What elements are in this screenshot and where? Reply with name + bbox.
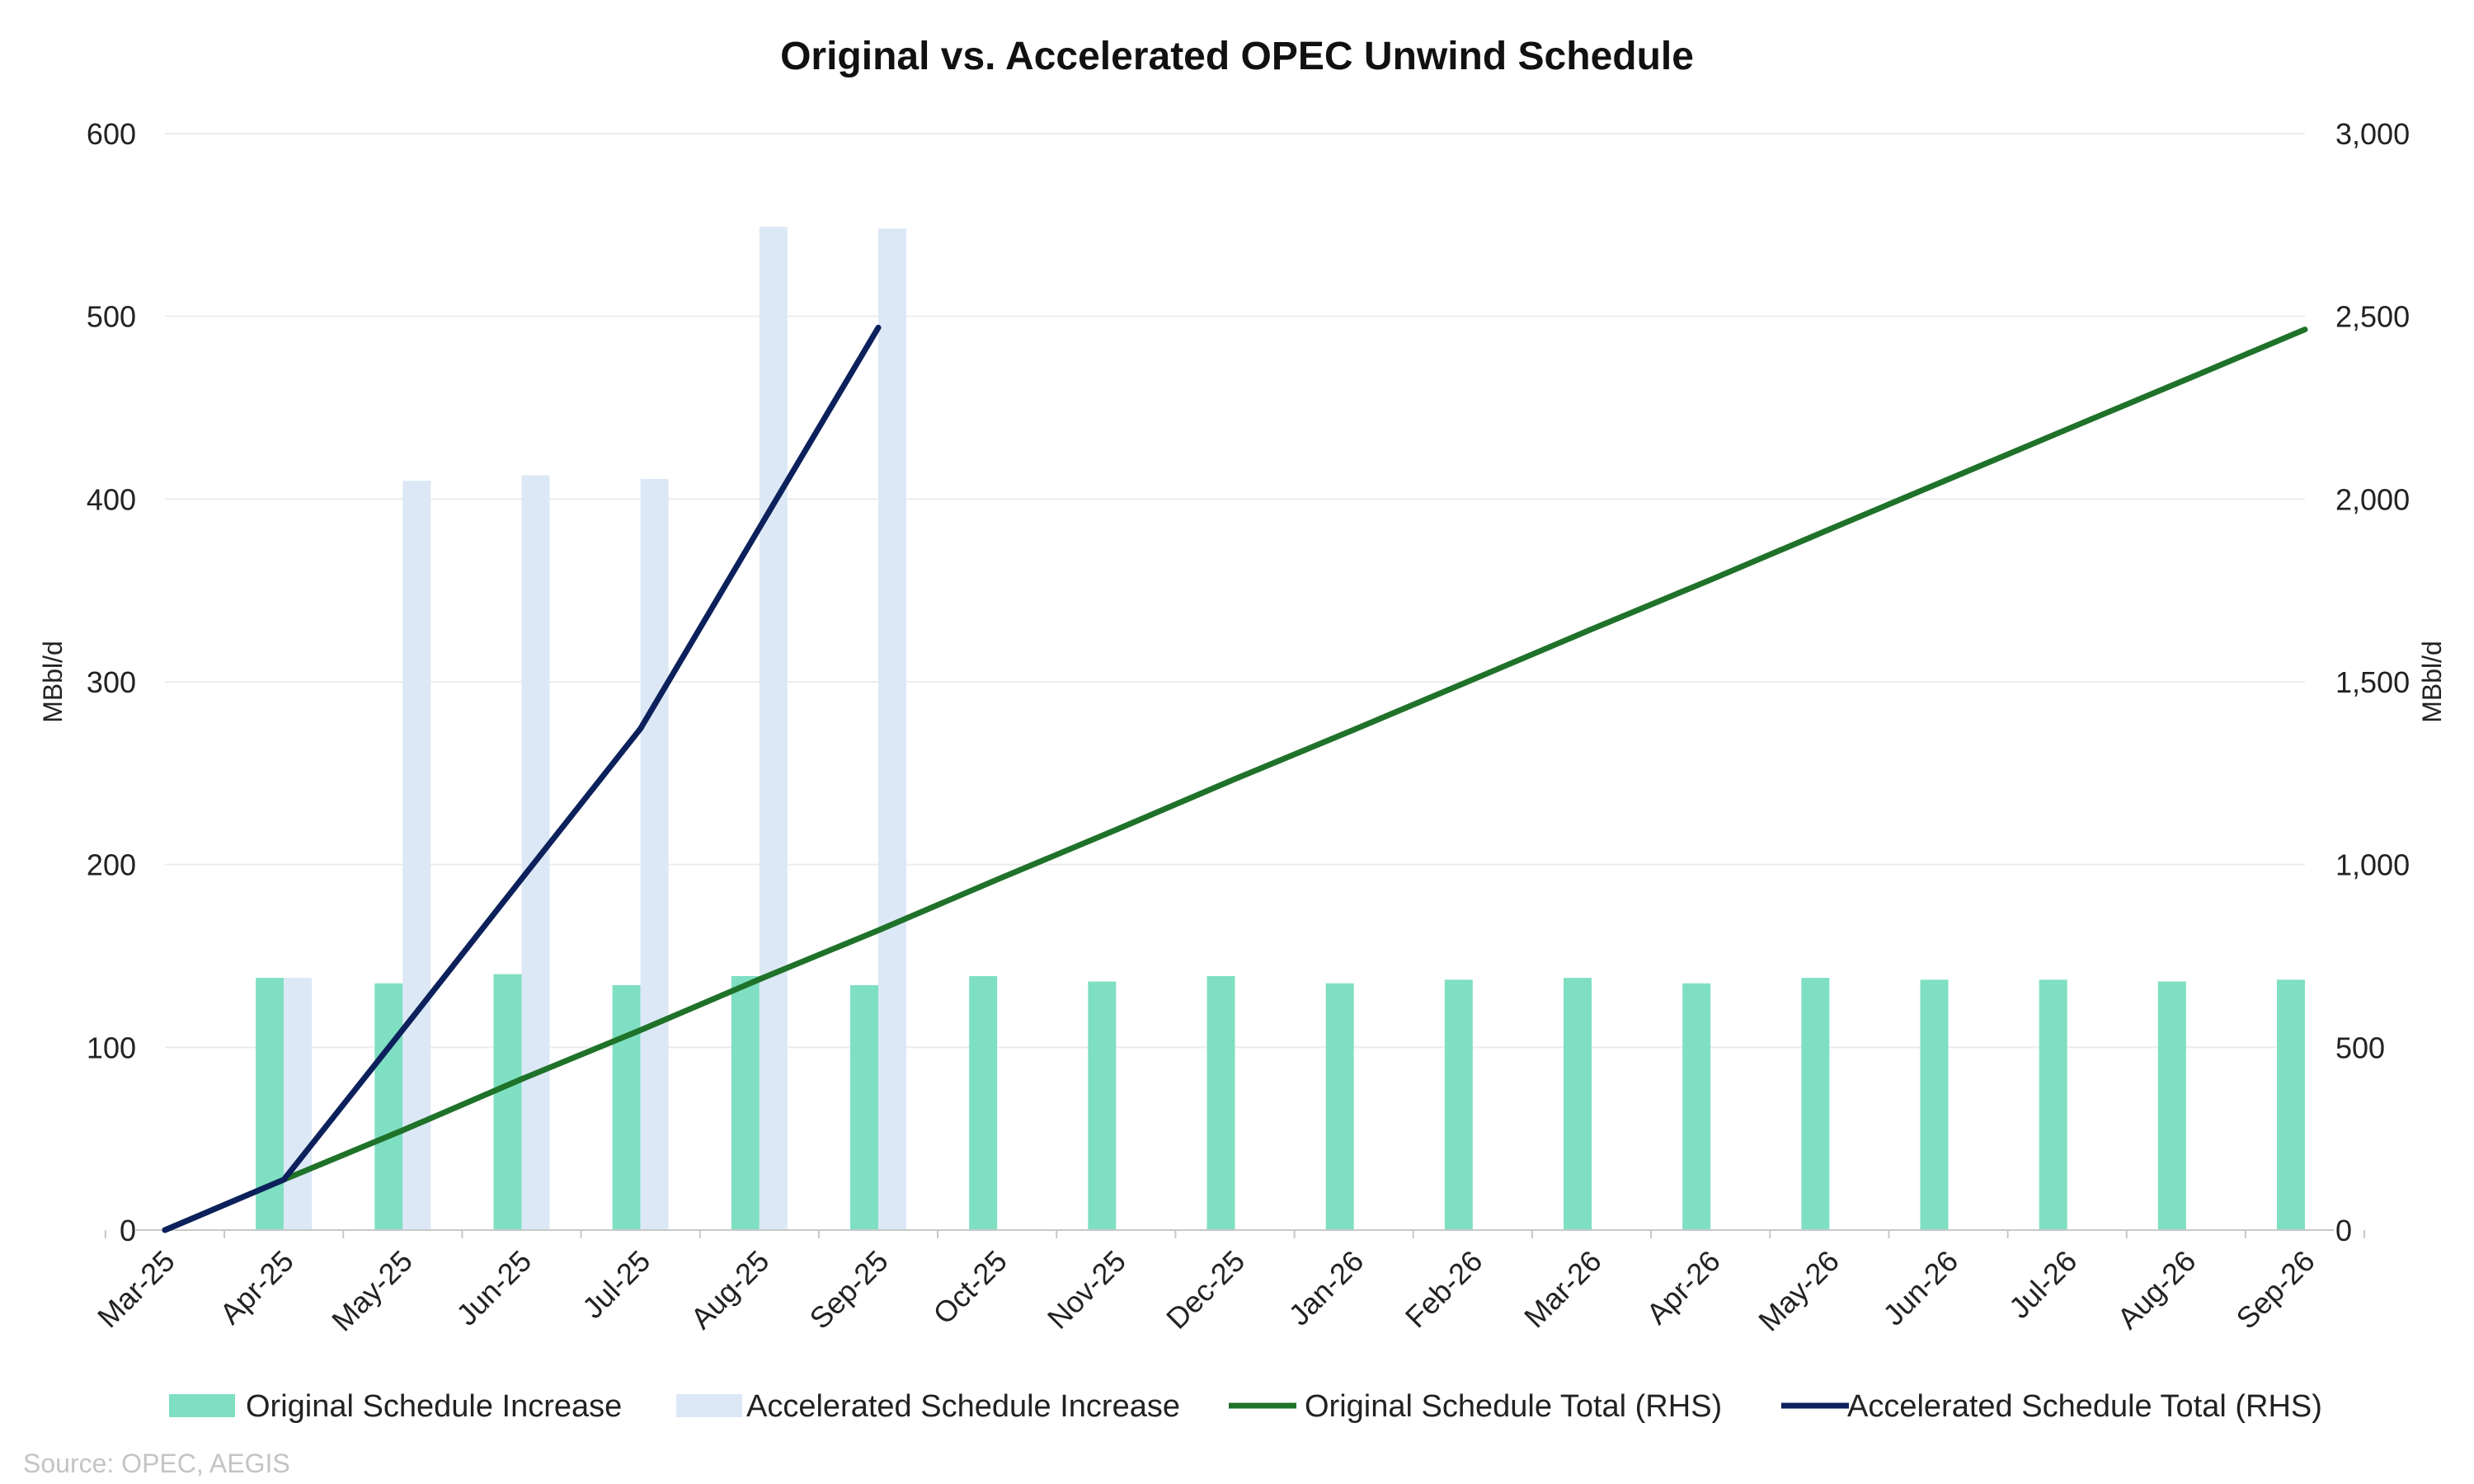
bar bbox=[2157, 981, 2186, 1230]
legend-label: Original Schedule Increase bbox=[246, 1389, 622, 1424]
y-axis-ticks: 0 100 200 300 400 500 600 bbox=[87, 117, 136, 1247]
y-tick-label: 0 bbox=[120, 1214, 136, 1247]
y2-tick-label: 2,000 bbox=[2335, 482, 2410, 516]
legend-label: Original Schedule Total (RHS) bbox=[1305, 1389, 1722, 1424]
y2-tick-label: 2,500 bbox=[2335, 300, 2410, 334]
bar bbox=[284, 978, 313, 1230]
bar bbox=[1088, 981, 1117, 1230]
bar bbox=[759, 227, 788, 1230]
x-tick-label: Mar-26 bbox=[1517, 1244, 1608, 1335]
series-line bbox=[162, 326, 2308, 1233]
bar bbox=[1682, 983, 1711, 1230]
bars bbox=[256, 227, 2305, 1231]
bar bbox=[402, 481, 431, 1230]
lines bbox=[162, 324, 2308, 1233]
bar bbox=[850, 984, 878, 1230]
series-line bbox=[162, 324, 882, 1233]
y2-tick-label: 3,000 bbox=[2335, 117, 2410, 151]
x-tick-label: Jun-26 bbox=[1876, 1244, 1964, 1332]
y2-axis-label: MBbl/d bbox=[2417, 641, 2447, 723]
y-tick-label: 500 bbox=[87, 300, 136, 334]
x-tick-label: Oct-25 bbox=[926, 1244, 1013, 1331]
x-tick-label: Nov-25 bbox=[1041, 1244, 1132, 1336]
source-note: Source: OPEC, AEGIS bbox=[23, 1449, 290, 1478]
y2-tick-label: 500 bbox=[2335, 1031, 2385, 1064]
bar bbox=[612, 984, 641, 1230]
bar bbox=[2039, 979, 2067, 1230]
legend-swatch bbox=[169, 1394, 235, 1417]
x-tick-label: Aug-25 bbox=[684, 1244, 775, 1336]
bar bbox=[1801, 978, 1830, 1230]
y-tick-label: 300 bbox=[87, 665, 136, 699]
legend: Original Schedule Increase Accelerated Sc… bbox=[169, 1389, 2322, 1424]
x-tick-label: Dec-25 bbox=[1159, 1244, 1251, 1336]
y-tick-label: 600 bbox=[87, 117, 136, 151]
bar bbox=[1325, 983, 1354, 1230]
x-tick-label: Jan-26 bbox=[1282, 1244, 1370, 1332]
bar bbox=[1206, 975, 1235, 1230]
x-tick-label: Apr-26 bbox=[1639, 1244, 1726, 1331]
bar bbox=[2277, 979, 2305, 1230]
x-tick-label: Jul-25 bbox=[576, 1244, 656, 1325]
legend-swatch bbox=[676, 1394, 742, 1417]
y2-axis-ticks: 0 500 1,000 1,500 2,000 2,500 3,000 bbox=[2335, 117, 2410, 1247]
y2-tick-label: 0 bbox=[2335, 1214, 2352, 1247]
bar bbox=[731, 975, 760, 1230]
x-tick-label: Sep-25 bbox=[803, 1244, 895, 1336]
x-tick-label: Jul-26 bbox=[2002, 1244, 2083, 1325]
legend-label: Accelerated Schedule Total (RHS) bbox=[1847, 1389, 2322, 1424]
bar bbox=[1564, 978, 1592, 1230]
gridlines bbox=[165, 133, 2305, 1049]
bar bbox=[374, 983, 403, 1230]
x-tick-label: Mar-25 bbox=[91, 1244, 181, 1335]
x-axis-ticks: Mar-25 Apr-25 May-25 Jun-25 Jul-25 Aug-25 Sep-… bbox=[91, 1244, 2321, 1338]
chart-title: Original vs. Accelerated OPEC Unwind Sch… bbox=[780, 35, 1694, 78]
x-tick-label: Jun-25 bbox=[449, 1244, 538, 1332]
x-tick-label: Feb-26 bbox=[1399, 1244, 1489, 1335]
bar bbox=[1920, 979, 1949, 1230]
x-tick-label: Aug-26 bbox=[2110, 1244, 2202, 1336]
y-axis-label: MBbl/d bbox=[38, 641, 68, 723]
x-tick-label: Apr-25 bbox=[213, 1244, 299, 1331]
legend-label: Accelerated Schedule Increase bbox=[746, 1389, 1180, 1424]
axes bbox=[104, 1229, 2366, 1238]
y2-tick-label: 1,000 bbox=[2335, 848, 2410, 882]
bar bbox=[878, 228, 906, 1231]
y-tick-label: 400 bbox=[87, 482, 136, 516]
x-tick-label: May-25 bbox=[325, 1244, 419, 1338]
bar bbox=[640, 478, 669, 1230]
y-tick-label: 100 bbox=[87, 1031, 136, 1064]
bar bbox=[969, 975, 998, 1230]
bar bbox=[1444, 979, 1473, 1230]
bar bbox=[493, 974, 522, 1230]
x-tick-label: May-26 bbox=[1752, 1244, 1846, 1338]
y2-tick-label: 1,500 bbox=[2335, 665, 2410, 699]
y-tick-label: 200 bbox=[87, 848, 136, 882]
x-tick-label: Sep-26 bbox=[2230, 1244, 2321, 1336]
